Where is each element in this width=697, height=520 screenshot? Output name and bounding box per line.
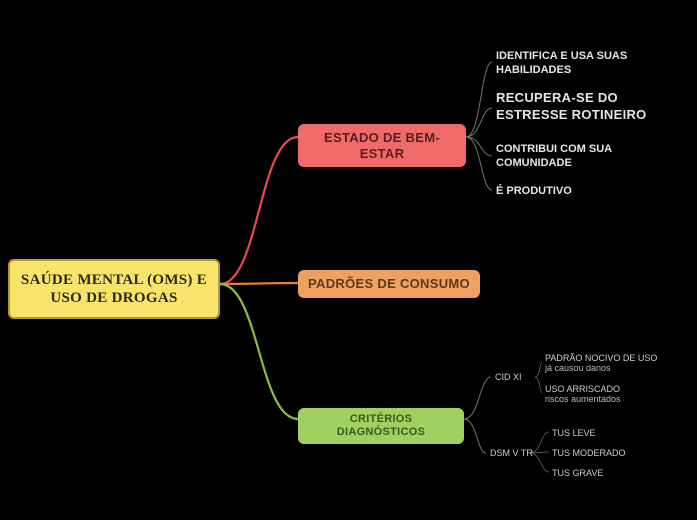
- micro-leaf: TUS GRAVE: [552, 468, 603, 478]
- branch-padroes[interactable]: PADRÕES DE CONSUMO: [298, 270, 480, 298]
- micro-leaf: TUS MODERADO: [552, 448, 626, 458]
- root-node[interactable]: SAÚDE MENTAL (OMS) E USO DE DROGAS: [8, 259, 220, 319]
- sub-node: DSM V TR: [490, 448, 533, 459]
- leaf: É PRODUTIVO: [496, 184, 572, 198]
- leaf: RECUPERA-SE DO ESTRESSE ROTINEIRO: [496, 90, 686, 124]
- branch-estado[interactable]: ESTADO DE BEM-ESTAR: [298, 124, 466, 167]
- micro-leaf: PADRÃO NOCIVO DE USOjá causou danos: [545, 353, 657, 373]
- micro-leaf: TUS LEVE: [552, 428, 596, 438]
- mindmap-canvas: { "type": "mindmap", "background_color":…: [0, 0, 697, 520]
- branch-criterios[interactable]: CRITÉRIOS DIAGNÓSTICOS: [298, 408, 464, 444]
- sub-node: CID XI: [495, 372, 522, 383]
- leaf: CONTRIBUI COM SUA COMUNIDADE: [496, 142, 686, 171]
- root-label: SAÚDE MENTAL (OMS) E USO DE DROGAS: [21, 272, 207, 306]
- micro-leaf: USO ARRISCADOriscos aumentados: [545, 384, 621, 404]
- leaf: IDENTIFICA E USA SUAS HABILIDADES: [496, 49, 686, 78]
